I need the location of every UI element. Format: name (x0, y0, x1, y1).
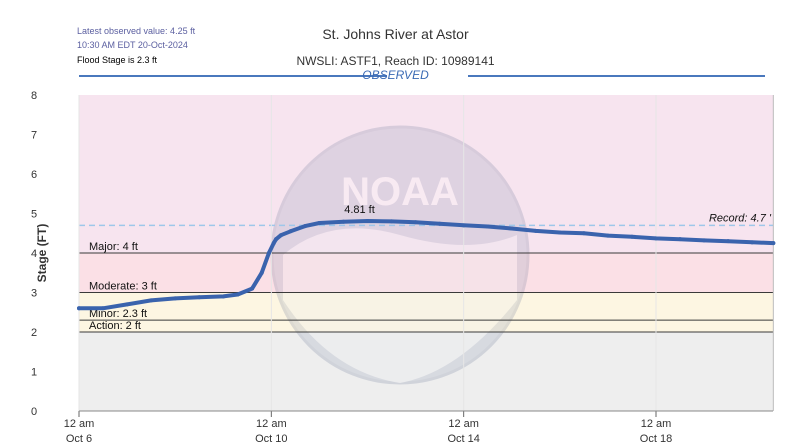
stage-point (581, 231, 586, 236)
stage-series: 4.81 ft (77, 204, 776, 311)
stage-point (266, 251, 271, 255)
x-tick-label-date: Oct 18 (640, 433, 672, 445)
observed-divider-right (468, 75, 765, 77)
stage-point (341, 219, 346, 224)
chart-axes: 0 1 2 3 4 5 6 7 8 Stage (FT) 12 am Oct 6 12 am Oct 10… (31, 90, 774, 445)
stage-point (235, 292, 240, 297)
stage-point (509, 226, 514, 231)
stage-point (629, 234, 634, 239)
stage-point (271, 241, 276, 246)
moderate-threshold-label: Moderate: 3 ft (89, 281, 157, 293)
latest-observed-time: 10:30 AM EDT 20-Oct-2024 (77, 40, 188, 50)
stage-point (288, 229, 293, 234)
x-tick-label-time: 12 am (448, 418, 479, 430)
peak-label: 4.81 ft (344, 204, 375, 216)
stage-point (365, 219, 370, 224)
stage-point (389, 219, 394, 224)
stage-point (726, 239, 731, 244)
normal-band (79, 332, 773, 411)
stage-point (221, 294, 226, 299)
stage-point (317, 220, 322, 225)
stage-point (77, 306, 81, 311)
stage-point (437, 221, 442, 226)
y-axis-title: Stage (FT) (35, 224, 49, 283)
stage-point (101, 306, 106, 311)
x-tick-label-time: 12 am (256, 418, 287, 430)
y-tick-label: 7 (31, 130, 37, 142)
stage-point (149, 298, 154, 303)
flood-category-bands (79, 95, 773, 411)
stage-point (173, 296, 178, 301)
y-tick-label: 5 (31, 209, 37, 221)
y-tick-label: 2 (31, 327, 37, 339)
moderate-flood-band (79, 253, 773, 293)
threshold-lines: Major: 4 ft Moderate: 3 ft Minor: 2.3 ftAc… (79, 212, 773, 333)
stage-point (274, 237, 279, 242)
stage-point (259, 270, 264, 275)
stage-point (771, 241, 776, 246)
y-tick-label: 8 (31, 90, 37, 102)
y-tick-label: 3 (31, 288, 37, 300)
stage-point (702, 238, 707, 243)
flood-stage-note: Flood Stage is 2.3 ft (77, 55, 158, 65)
y-tick-label: 1 (31, 367, 37, 379)
stage-point (125, 302, 130, 307)
stage-point (654, 236, 658, 241)
stage-point (250, 286, 255, 291)
minor-threshold-label: Minor: 2.3 ft (89, 308, 147, 320)
major-threshold-label: Major: 4 ft (89, 241, 138, 253)
chart-title: St. Johns River at Astor (322, 26, 469, 42)
stage-point (302, 224, 307, 229)
stage-point (485, 224, 490, 229)
stage-point (750, 240, 755, 245)
observed-label: OBSERVED (362, 68, 429, 82)
action-band (79, 320, 773, 332)
stage-point (533, 228, 538, 233)
stage-line (77, 219, 776, 311)
stage-point (197, 295, 202, 300)
stage-point (278, 233, 283, 238)
x-tick-label-time: 12 am (641, 418, 672, 430)
x-tick-label-date: Oct 10 (255, 433, 287, 445)
x-tick-label-date: Oct 14 (447, 433, 479, 445)
y-tick-label: 6 (31, 169, 37, 181)
chart-subtitle: NWSLI: ASTF1, Reach ID: 10989141 (296, 54, 495, 68)
y-tick-label: 0 (31, 406, 37, 418)
stage-point (605, 233, 610, 238)
y-tick-label: 4 (31, 248, 37, 260)
svg-text:NOAA: NOAA (341, 170, 459, 214)
record-label: Record: 4.7 ' (709, 212, 772, 224)
stage-point (678, 237, 683, 242)
action-threshold-label: Action: 2 ft (89, 320, 141, 332)
observed-divider-left (79, 75, 387, 77)
x-tick-label-time: 12 am (64, 418, 95, 430)
noaa-logo-watermark: NOAA (270, 125, 530, 385)
stage-point (557, 230, 562, 235)
latest-observed-value: Latest observed value: 4.25 ft (77, 26, 196, 36)
stage-point (413, 220, 418, 225)
major-flood-band (79, 95, 773, 253)
x-tick-label-date: Oct 6 (66, 433, 92, 445)
stage-point (461, 223, 466, 228)
